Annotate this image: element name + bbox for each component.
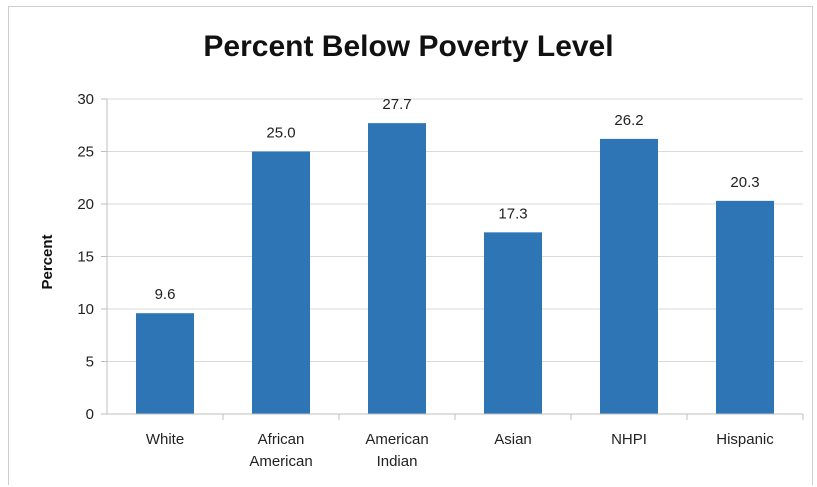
- y-axis-label: Percent: [39, 234, 56, 289]
- category-label-line: White: [146, 431, 184, 448]
- y-tick-label: 5: [86, 354, 94, 371]
- category-label: NHPI: [611, 431, 647, 448]
- gridlines: [107, 98, 803, 362]
- category-label: American Indian: [365, 431, 428, 470]
- chart-title: Percent Below Poverty Level: [203, 30, 614, 63]
- y-axis-ticks: 0 5 10 15 20 25 30: [77, 91, 107, 423]
- bar: [716, 200, 774, 414]
- data-label: 9.6: [155, 286, 176, 303]
- y-tick-label: 20: [77, 196, 94, 213]
- y-tick-label: 30: [77, 91, 94, 108]
- category-labels: White African American American Indian Asian N…: [146, 431, 774, 470]
- bar: [252, 151, 310, 414]
- category-label: African American: [249, 431, 312, 470]
- category-label: Hispanic: [716, 431, 774, 448]
- bar: [484, 232, 542, 414]
- category-label-line: Indian: [377, 453, 418, 470]
- y-tick-label: 10: [77, 301, 94, 318]
- y-tick-label: 0: [86, 406, 94, 423]
- bars: [136, 123, 774, 415]
- y-tick-label: 15: [77, 249, 94, 266]
- y-tick-label: 25: [77, 144, 94, 161]
- category-label: Asian: [494, 431, 532, 448]
- data-label: 17.3: [498, 205, 527, 222]
- axes: [106, 99, 804, 420]
- category-label-line: African: [258, 431, 305, 448]
- data-label: 25.0: [266, 125, 295, 142]
- bar: [368, 123, 426, 415]
- bar: [136, 313, 194, 414]
- data-label: 20.3: [730, 174, 759, 191]
- category-label-line: American: [249, 453, 312, 470]
- data-labels: 9.6 25.0 27.7 17.3 26.2 20.3: [155, 96, 760, 303]
- bar: [600, 138, 658, 414]
- category-label-line: Hispanic: [716, 431, 774, 448]
- data-label: 26.2: [614, 112, 643, 129]
- data-label: 27.7: [382, 96, 411, 113]
- category-label-line: Asian: [494, 431, 532, 448]
- category-label-line: NHPI: [611, 431, 647, 448]
- category-label: White: [146, 431, 184, 448]
- category-label-line: American: [365, 431, 428, 448]
